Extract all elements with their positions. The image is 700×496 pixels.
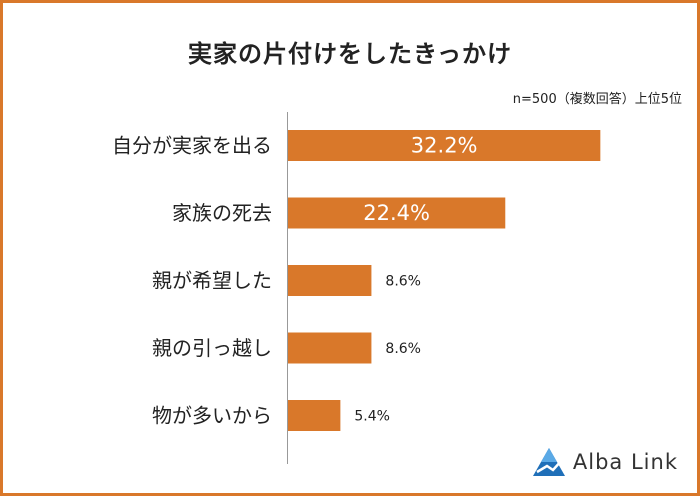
category-label: 物が多いから [152,404,272,428]
chart-title: 実家の片付けをしたきっかけ [187,40,513,68]
category-label: 家族の死去 [172,201,272,225]
value-label: 8.6% [385,274,421,290]
sample-note: n=500（複数回答）上位5位 [512,92,682,107]
alba-link-logo-icon [532,448,565,476]
brand-name: Alba Link [572,450,678,474]
bar [288,130,601,161]
value-label: 8.6% [385,341,421,357]
bar [288,197,506,229]
bar [288,332,372,364]
category-label: 親が希望した [152,269,272,293]
bar [288,400,341,431]
category-label: 自分が実家を出る [112,134,272,158]
bar [288,265,372,296]
value-label: 22.4% [363,201,430,225]
value-label: 32.2% [411,134,478,158]
category-label: 親の引っ越し [152,336,272,360]
value-label: 5.4% [354,409,390,425]
brand-logo: Alba Link [531,446,678,478]
